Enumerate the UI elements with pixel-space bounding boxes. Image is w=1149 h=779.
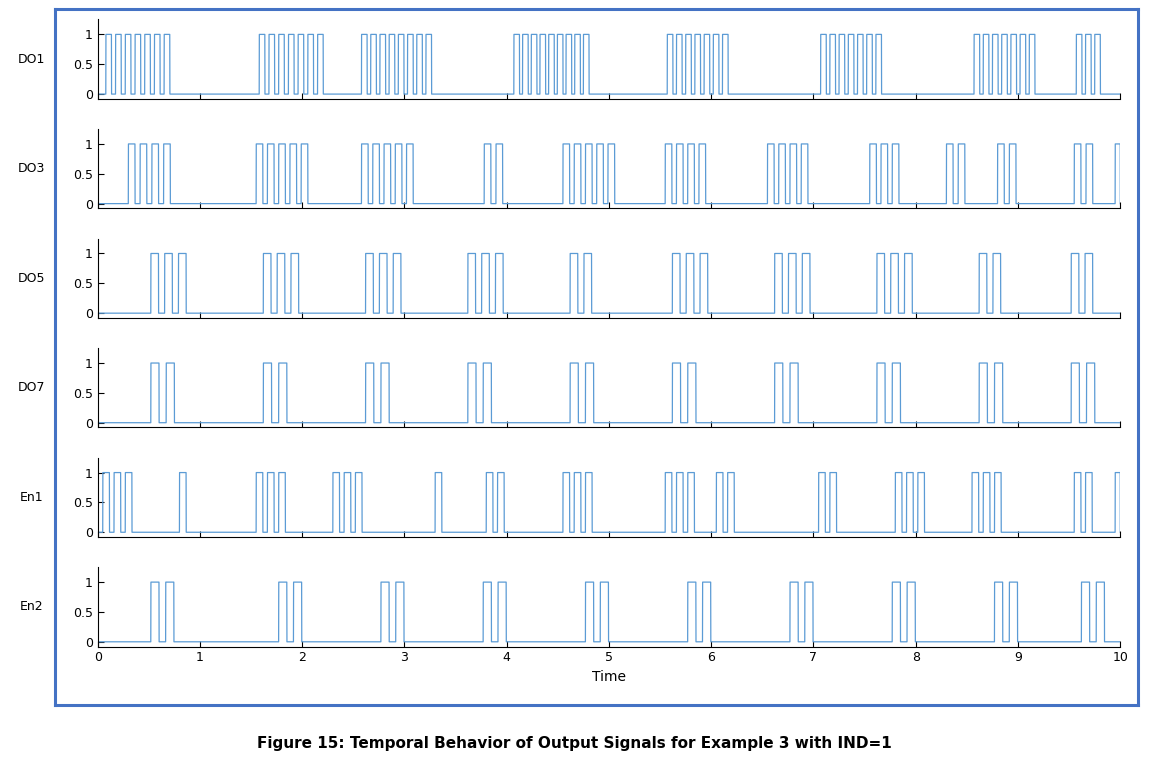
Y-axis label: DO1: DO1 — [17, 53, 45, 65]
Y-axis label: En1: En1 — [20, 491, 43, 504]
X-axis label: Time: Time — [592, 670, 626, 684]
Y-axis label: En2: En2 — [20, 601, 43, 613]
Y-axis label: DO5: DO5 — [17, 272, 45, 285]
Y-axis label: DO7: DO7 — [17, 381, 45, 394]
Text: Figure 15: Temporal Behavior of Output Signals for Example 3 with IND=1: Figure 15: Temporal Behavior of Output S… — [257, 736, 892, 752]
Y-axis label: DO3: DO3 — [17, 162, 45, 175]
